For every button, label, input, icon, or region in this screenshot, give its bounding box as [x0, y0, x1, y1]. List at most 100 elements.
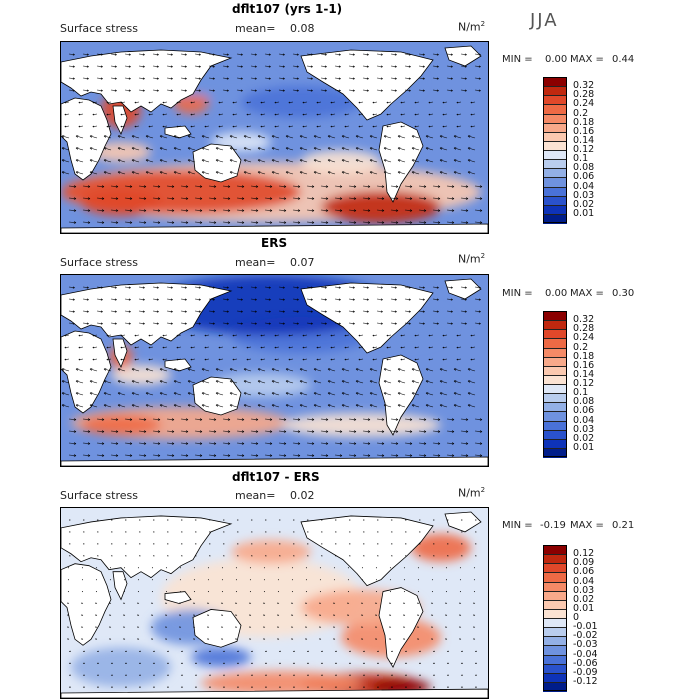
- stress-vector: [61, 380, 70, 384]
- stress-vector-head: [215, 135, 219, 138]
- stress-vector-head: [176, 113, 179, 116]
- stress-vector-head: [101, 454, 105, 457]
- stress-vector: [68, 221, 77, 223]
- stress-vector-head: [341, 380, 345, 383]
- stress-vector-head: [467, 368, 471, 371]
- stress-vector-head: [218, 334, 221, 337]
- stress-vector: [474, 53, 481, 55]
- stress-vector: [222, 298, 229, 300]
- stress-vector: [432, 430, 441, 432]
- stress-vector-head: [271, 392, 275, 395]
- stress-vector: [222, 53, 229, 55]
- stress-vector: [344, 101, 350, 103]
- panel-1-max-value: 0.44: [612, 54, 635, 65]
- stress-vector-head: [143, 418, 147, 421]
- stress-vector: [425, 392, 434, 396]
- stress-vector-head: [235, 626, 237, 628]
- stress-vector: [187, 135, 196, 139]
- stress-vector: [302, 101, 308, 103]
- stress-vector: [292, 286, 299, 288]
- stress-vector-head: [131, 404, 135, 407]
- colorbar-swatch: [543, 627, 567, 638]
- stress-vector: [278, 454, 287, 456]
- stress-vector-head: [419, 519, 421, 521]
- stress-vector-head: [339, 454, 343, 457]
- stress-vector-head: [117, 171, 121, 174]
- stress-vector: [320, 286, 327, 288]
- stress-vector: [264, 310, 271, 312]
- stress-vector-head: [283, 185, 287, 188]
- stress-vector: [390, 322, 397, 324]
- stress-vector-head: [311, 221, 315, 224]
- stress-vector-head: [310, 77, 313, 80]
- stress-vector-head: [173, 392, 177, 395]
- stress-vector-head: [199, 454, 203, 457]
- stress-vector-head: [167, 686, 169, 688]
- stress-vector: [264, 53, 271, 55]
- stress-vector-head: [419, 650, 421, 653]
- stress-vector-head: [73, 454, 77, 457]
- stress-vector-head: [167, 531, 169, 533]
- stress-vector-head: [89, 368, 93, 371]
- stress-vector: [124, 286, 131, 288]
- stress-vector-head: [131, 380, 135, 383]
- colorbar-level-label: 0.32: [573, 80, 595, 92]
- stress-vector: [414, 113, 420, 115]
- panel-3-variable: Surface stress: [60, 489, 138, 502]
- stress-vector: [456, 334, 462, 336]
- stress-vector: [474, 322, 481, 324]
- stress-vector-head: [478, 322, 481, 325]
- stress-vector-head: [311, 454, 315, 457]
- stress-vector-head: [243, 159, 247, 162]
- stress-vector-head: [251, 650, 253, 653]
- stress-vector-head: [237, 519, 239, 521]
- stress-vector: [124, 322, 131, 324]
- stress-vector: [313, 368, 322, 372]
- stress-vector-head: [456, 334, 459, 337]
- stress-vector: [159, 404, 168, 408]
- stress-vector-head: [335, 662, 337, 664]
- stress-vector-head: [381, 197, 385, 200]
- stress-vector: [232, 346, 238, 348]
- stress-vector: [418, 185, 427, 187]
- stress-vector: [96, 442, 105, 444]
- stress-vector: [124, 209, 133, 211]
- stress-vector-head: [439, 171, 443, 174]
- colorbar-level-label: 0.16: [573, 125, 595, 137]
- stress-vector: [376, 454, 385, 456]
- stress-vector: [362, 286, 369, 288]
- stress-vector-head: [72, 77, 75, 80]
- stress-vector: [187, 392, 196, 396]
- stress-vector-head: [377, 662, 379, 664]
- stress-vector-head: [451, 418, 455, 421]
- stress-vector: [306, 322, 313, 324]
- stress-vector-head: [61, 147, 65, 150]
- stress-vector: [320, 209, 329, 211]
- stress-vector: [334, 454, 343, 456]
- stress-vector: [159, 147, 168, 151]
- stress-vector-head: [274, 346, 277, 349]
- stress-vector-head: [131, 392, 135, 395]
- stress-vector: [411, 380, 420, 384]
- stress-vector-head: [338, 298, 341, 301]
- stress-vector-head: [473, 626, 475, 628]
- stress-vector: [131, 404, 140, 408]
- stress-vector: [446, 442, 455, 444]
- stress-vector: [348, 418, 357, 420]
- stress-vector: [320, 442, 329, 444]
- stress-vector-head: [473, 614, 475, 616]
- stress-vector-head: [111, 662, 113, 664]
- continent-outline: [300, 282, 434, 354]
- stress-vector: [61, 135, 70, 139]
- stress-vector-head: [288, 125, 291, 128]
- stress-vector: [246, 113, 252, 115]
- stress-vector: [320, 430, 329, 432]
- map-canvas: [61, 42, 488, 233]
- stress-vector-head: [198, 322, 201, 325]
- colorbar-frame: [543, 77, 567, 223]
- stress-vector-head: [310, 65, 313, 68]
- stress-vector: [173, 368, 182, 372]
- stress-vector-head: [157, 442, 161, 445]
- stress-vector-head: [207, 614, 209, 616]
- stress-vector-head: [408, 286, 411, 289]
